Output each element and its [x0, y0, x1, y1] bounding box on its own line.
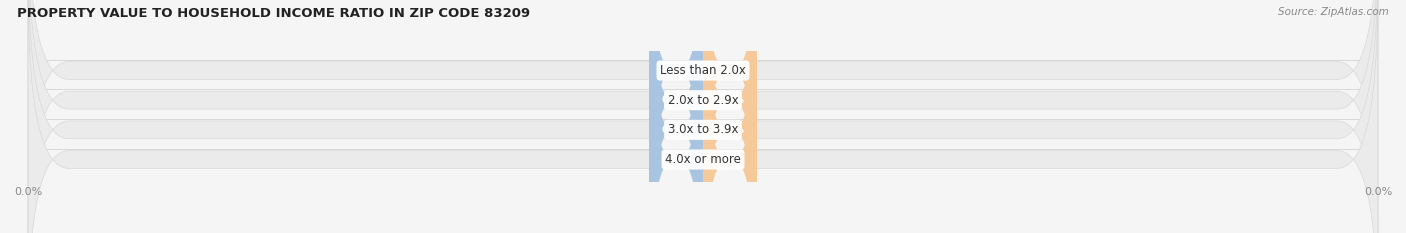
Text: 0.0%: 0.0%	[716, 65, 745, 75]
FancyBboxPatch shape	[650, 0, 703, 233]
Text: Source: ZipAtlas.com: Source: ZipAtlas.com	[1278, 7, 1389, 17]
Text: PROPERTY VALUE TO HOUSEHOLD INCOME RATIO IN ZIP CODE 83209: PROPERTY VALUE TO HOUSEHOLD INCOME RATIO…	[17, 7, 530, 20]
FancyBboxPatch shape	[28, 0, 1378, 233]
Text: 0.0%: 0.0%	[661, 154, 690, 164]
FancyBboxPatch shape	[650, 20, 703, 233]
FancyBboxPatch shape	[703, 0, 756, 233]
Text: Less than 2.0x: Less than 2.0x	[659, 64, 747, 77]
FancyBboxPatch shape	[703, 0, 756, 233]
Text: 2.0x to 2.9x: 2.0x to 2.9x	[668, 94, 738, 107]
Text: 0.0%: 0.0%	[661, 95, 690, 105]
Text: 3.0x to 3.9x: 3.0x to 3.9x	[668, 123, 738, 136]
FancyBboxPatch shape	[650, 0, 703, 210]
FancyBboxPatch shape	[28, 0, 1378, 233]
Text: 0.0%: 0.0%	[661, 125, 690, 135]
Text: 0.0%: 0.0%	[716, 95, 745, 105]
FancyBboxPatch shape	[28, 0, 1378, 233]
Text: 0.0%: 0.0%	[716, 154, 745, 164]
Text: 4.0x or more: 4.0x or more	[665, 153, 741, 166]
FancyBboxPatch shape	[28, 0, 1378, 233]
FancyBboxPatch shape	[650, 0, 703, 233]
FancyBboxPatch shape	[703, 20, 756, 233]
Text: 0.0%: 0.0%	[716, 125, 745, 135]
Text: 0.0%: 0.0%	[661, 65, 690, 75]
FancyBboxPatch shape	[703, 0, 756, 210]
